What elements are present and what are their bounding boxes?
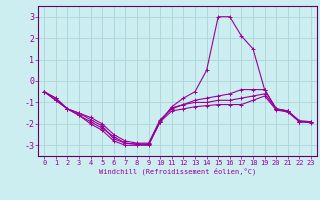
X-axis label: Windchill (Refroidissement éolien,°C): Windchill (Refroidissement éolien,°C) [99, 168, 256, 175]
